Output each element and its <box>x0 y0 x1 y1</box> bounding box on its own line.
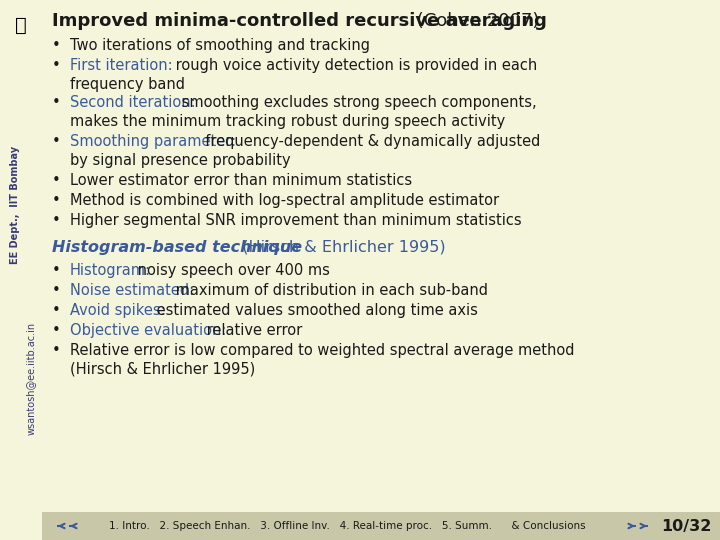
Text: (Hirsch & Ehrlicher 1995): (Hirsch & Ehrlicher 1995) <box>232 240 446 255</box>
Text: •: • <box>52 283 60 298</box>
Text: Histogram:: Histogram: <box>70 263 151 278</box>
Text: Relative error is low compared to weighted spectral average method: Relative error is low compared to weight… <box>70 343 575 358</box>
Text: makes the minimum tracking robust during speech activity: makes the minimum tracking robust during… <box>70 114 505 129</box>
Text: Avoid spikes:: Avoid spikes: <box>70 303 166 318</box>
Text: •: • <box>52 58 60 73</box>
Text: Histogram-based technique: Histogram-based technique <box>52 240 302 255</box>
Text: 🎓: 🎓 <box>15 16 27 35</box>
Text: (Cohen 2007): (Cohen 2007) <box>411 12 539 30</box>
Text: Noise estimated:: Noise estimated: <box>70 283 194 298</box>
Text: •: • <box>52 343 60 358</box>
Text: by signal presence probability: by signal presence probability <box>70 153 291 168</box>
Text: estimated values smoothed along time axis: estimated values smoothed along time axi… <box>152 303 478 318</box>
Text: Improved minima-controlled recursive averaging: Improved minima-controlled recursive ave… <box>52 12 547 30</box>
Text: Smoothing parameter:: Smoothing parameter: <box>70 134 236 149</box>
Text: •: • <box>52 323 60 338</box>
Text: •: • <box>52 95 60 110</box>
Text: EE Dept.,  IIT Bombay: EE Dept., IIT Bombay <box>9 146 19 264</box>
Text: Two iterations of smoothing and tracking: Two iterations of smoothing and tracking <box>70 38 370 53</box>
Text: First iteration:: First iteration: <box>70 58 173 73</box>
Text: frequency-dependent & dynamically adjusted: frequency-dependent & dynamically adjust… <box>196 134 541 149</box>
Text: Higher segmental SNR improvement than minimum statistics: Higher segmental SNR improvement than mi… <box>70 213 521 228</box>
Text: maximum of distribution in each sub-band: maximum of distribution in each sub-band <box>171 283 488 298</box>
Text: rough voice activity detection is provided in each: rough voice activity detection is provid… <box>171 58 537 73</box>
Text: Objective evaluation:: Objective evaluation: <box>70 323 226 338</box>
Text: Method is combined with log-spectral amplitude estimator: Method is combined with log-spectral amp… <box>70 193 499 208</box>
Text: •: • <box>52 134 60 149</box>
Text: •: • <box>52 303 60 318</box>
Text: Lower estimator error than minimum statistics: Lower estimator error than minimum stati… <box>70 173 412 188</box>
Text: wsantosh@ee.iitb.ac.in: wsantosh@ee.iitb.ac.in <box>25 321 35 435</box>
Text: noisy speech over 400 ms: noisy speech over 400 ms <box>133 263 330 278</box>
Text: smoothing excludes strong speech components,: smoothing excludes strong speech compone… <box>177 95 536 110</box>
Text: •: • <box>52 193 60 208</box>
Text: 1. Intro.   2. Speech Enhan.   3. Offline Inv.   4. Real-time proc.   5. Summ.  : 1. Intro. 2. Speech Enhan. 3. Offline In… <box>109 521 585 531</box>
Text: •: • <box>52 38 60 53</box>
Text: •: • <box>52 213 60 228</box>
Text: relative error: relative error <box>202 323 302 338</box>
Text: 10/32: 10/32 <box>662 518 712 534</box>
Text: Second iteration:: Second iteration: <box>70 95 196 110</box>
Text: frequency band: frequency band <box>70 77 185 92</box>
Text: •: • <box>52 173 60 188</box>
Text: •: • <box>52 263 60 278</box>
Bar <box>42 512 720 540</box>
Text: (Hirsch & Ehrlicher 1995): (Hirsch & Ehrlicher 1995) <box>70 362 256 377</box>
